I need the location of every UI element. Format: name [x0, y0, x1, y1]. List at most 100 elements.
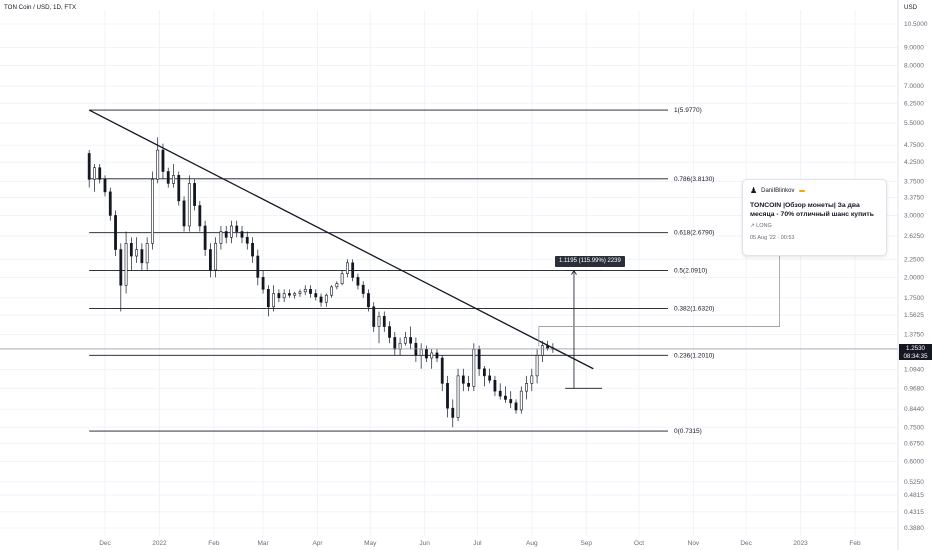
candle — [309, 285, 312, 298]
candle — [351, 259, 355, 282]
candle — [145, 237, 149, 270]
candle-body — [235, 225, 239, 232]
x-tick-label: Mar — [257, 540, 269, 547]
candle-body — [535, 355, 539, 377]
candle-body — [203, 225, 207, 250]
y-tick-label: 3.7500 — [904, 178, 924, 185]
candle — [324, 293, 328, 307]
candle — [198, 200, 202, 232]
candle-body — [261, 277, 265, 290]
candle — [277, 289, 281, 303]
fib-level-label: 0.618(2.6790) — [674, 230, 714, 237]
candle-body — [156, 149, 160, 180]
drawings[interactable] — [0, 109, 898, 389]
candle — [172, 164, 175, 188]
y-tick-label: 2.6250 — [904, 233, 924, 240]
candle — [435, 349, 439, 362]
candle — [114, 210, 117, 257]
candle-body — [482, 368, 486, 377]
candle-body — [361, 284, 365, 294]
candle — [93, 164, 96, 192]
y-tick-label: 1.0940 — [904, 367, 924, 374]
candle — [414, 337, 418, 362]
candle-body — [425, 348, 428, 359]
candle-body — [435, 352, 439, 359]
candle — [293, 291, 297, 299]
currency-label: USD — [904, 4, 918, 11]
author-name[interactable]: DaniIBlinkov — [761, 187, 795, 194]
measure-label: 1.1195 (115.99%) 2239 — [555, 256, 625, 267]
x-tick-label: Sep — [580, 540, 592, 547]
x-tick-label: Jul — [473, 540, 482, 547]
candle-body — [230, 225, 233, 238]
candle-body — [103, 179, 107, 193]
candle — [129, 237, 133, 270]
candle — [498, 383, 502, 400]
candle-body — [277, 293, 281, 299]
candle-body — [98, 167, 102, 180]
candle-body — [461, 375, 465, 384]
candle — [356, 273, 360, 290]
x-tick-label: May — [364, 540, 377, 547]
x-tick-label: Feb — [849, 540, 861, 547]
price-axis[interactable]: 10.5000 9.0000 8.0000 7.0000 6.2500 5.5000 4.7… — [897, 0, 928, 550]
candle — [193, 179, 196, 211]
candle — [430, 349, 434, 369]
candle — [187, 175, 191, 232]
candle — [87, 150, 91, 188]
candle-body — [488, 375, 492, 381]
candle — [208, 243, 212, 278]
candle — [103, 175, 107, 197]
candle — [525, 375, 528, 400]
y-tick-label: 1.7500 — [904, 295, 924, 302]
y-tick-label: 6.2500 — [904, 100, 924, 107]
author-badge — [798, 189, 805, 192]
candle-body — [193, 183, 196, 206]
candle — [340, 269, 344, 286]
candle-body — [330, 286, 333, 296]
candle — [504, 386, 507, 403]
y-tick-label: 10.5000 — [904, 21, 928, 28]
candle — [124, 231, 128, 294]
candle — [166, 167, 170, 188]
idea-card[interactable]: ♟ DaniIBlinkov TONCOIN |Обзор монеты| За… — [742, 179, 887, 256]
fib-retracement[interactable]: 1(5.9770) 0.786(3.8130) 0.618(2.6790) 0.5(2… — [89, 107, 714, 435]
candle-body — [314, 293, 318, 298]
author-avatar-icon: ♟ — [750, 186, 758, 195]
x-tick-label: Nov — [688, 540, 700, 547]
candle — [535, 349, 539, 384]
candle — [446, 375, 449, 418]
candle — [361, 281, 365, 298]
candle-body — [224, 231, 228, 238]
candle-body — [498, 390, 502, 397]
candle — [482, 366, 486, 387]
candle-body — [256, 255, 260, 278]
x-tick-label: Apr — [312, 540, 323, 547]
candle-body — [324, 294, 328, 303]
time-axis[interactable]: Dec 2022 Feb Mar Apr May Jun Jul Aug Sep Oct Nov Dec… — [99, 540, 861, 547]
candle — [256, 249, 260, 286]
downtrend-line[interactable] — [88, 109, 594, 370]
candle-body — [398, 342, 402, 350]
candle-body — [293, 293, 297, 296]
candle-body — [108, 191, 112, 216]
x-tick-label: 2022 — [152, 540, 167, 547]
candle — [398, 337, 402, 356]
fib-level-label: 1(5.9770) — [674, 107, 702, 114]
candle-body — [472, 348, 476, 387]
y-tick-label: 4.7500 — [904, 142, 924, 149]
candle — [203, 220, 207, 257]
candle-body — [519, 390, 523, 411]
candle — [409, 326, 413, 350]
candle-body — [525, 383, 528, 392]
y-tick-label: 1.5625 — [904, 312, 924, 319]
idea-title[interactable]: TONCOIN |Обзор монеты| За два месяца - 7… — [750, 202, 874, 218]
y-tick-label: 0.7500 — [904, 424, 924, 431]
candle-body — [509, 399, 513, 404]
candle — [388, 321, 391, 344]
candle-body — [414, 342, 418, 356]
candle-body — [151, 179, 154, 244]
candle — [403, 331, 407, 346]
candle — [419, 343, 423, 369]
